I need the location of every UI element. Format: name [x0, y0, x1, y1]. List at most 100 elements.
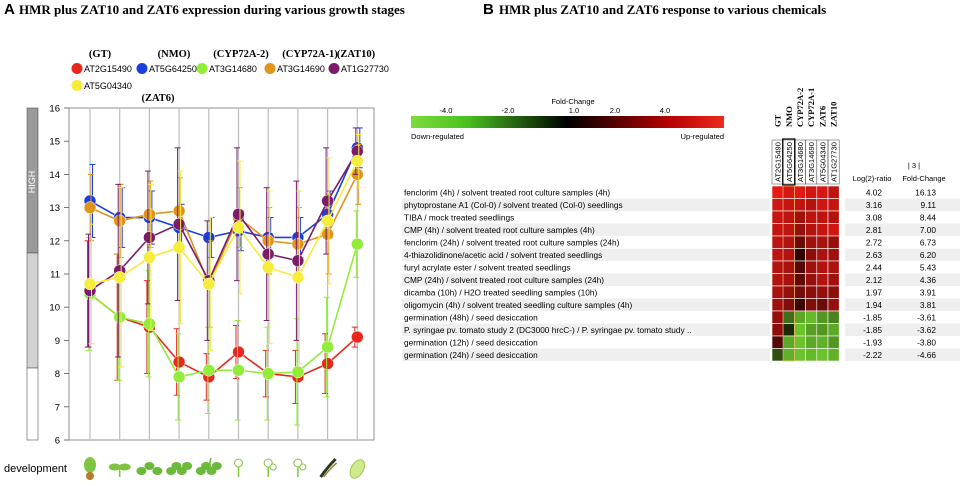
- data-point: [232, 345, 245, 359]
- heatmap-cell: [794, 348, 806, 362]
- heatmap-cell: [771, 335, 784, 349]
- fold-change-value: -3.62: [917, 325, 936, 335]
- legend-group-label: (ZAT6): [141, 93, 175, 104]
- legend-group-label: (CYP72A-1): [282, 49, 338, 60]
- data-point: [261, 367, 275, 380]
- legend-group-label: (GT): [89, 49, 112, 60]
- column-group-label: CYP72A-2: [795, 88, 805, 127]
- bud-icon: [234, 458, 243, 477]
- y-axis-ticks: 6 7 8 9 10 11 12 13 14 15 16: [49, 104, 69, 447]
- log-ratio-header: Log(2)-ratio: [853, 174, 892, 183]
- y-tick-label: 11: [50, 270, 60, 281]
- heatmap-cell: [794, 235, 806, 249]
- row-stripe: [845, 348, 960, 361]
- legend-group-label: (ZAT10): [337, 49, 376, 60]
- row-stripe: [845, 323, 960, 336]
- row-label: fenclorim (24h) / solvent treated root c…: [404, 238, 620, 248]
- heatmap-cell: [782, 198, 795, 212]
- column-gene-label: AT2G15490: [774, 142, 783, 182]
- fold-change-value: -4.66: [917, 350, 936, 360]
- heatmap-cell: [805, 198, 818, 212]
- legend-swatch: [71, 63, 83, 74]
- heatmap-cell: [771, 273, 784, 287]
- data-point: [291, 254, 305, 267]
- row-label: P. syringae pv. tomato study 2 (DC3000 h…: [404, 325, 692, 335]
- column-gene-label: AT3G14690: [807, 142, 816, 182]
- scale-tick-label: -2.0: [502, 106, 515, 115]
- heatmap-cell: [827, 285, 840, 299]
- data-point: [291, 271, 305, 284]
- data-point: [83, 201, 97, 214]
- y-tick-label: 8: [55, 369, 60, 380]
- heatmap-cell: [771, 198, 784, 212]
- data-point: [202, 364, 216, 377]
- scale-tick-label: 1.0: [569, 106, 579, 115]
- data-point: [143, 317, 156, 331]
- fold-change-value: 3.81: [920, 300, 937, 310]
- y-tick-label: 13: [49, 203, 60, 214]
- scale-right-label: Up-regulated: [681, 132, 724, 141]
- heatmap-cell: [782, 298, 795, 312]
- heatmap-cell: [782, 335, 795, 349]
- series-line: [89, 243, 359, 378]
- series-AT5G04340: [83, 134, 364, 368]
- silique-icon: [319, 457, 338, 478]
- heatmap-cell: [816, 348, 829, 362]
- row-label: CMP (24h) / solvent treated root culture…: [404, 275, 604, 285]
- heatmap-cell: [782, 223, 795, 237]
- data-point: [261, 247, 275, 261]
- fold-change-value: 7.00: [920, 225, 937, 235]
- data-point: [83, 277, 97, 291]
- heatmap-cell: [794, 273, 806, 287]
- data-point: [143, 231, 156, 244]
- row-label: germination (24h) / seed desiccation: [404, 350, 538, 360]
- data-point: [232, 221, 245, 234]
- row-stripe: [402, 348, 770, 361]
- heatmap-cell: [771, 285, 784, 299]
- heatmap-cell: [805, 335, 818, 349]
- log-ratio-value: 2.81: [866, 225, 883, 235]
- heatmap-row: germination (24h) / seed desiccation -2.2…: [402, 348, 960, 362]
- series-line: [89, 150, 358, 292]
- data-point: [232, 207, 245, 221]
- row-stripe: [402, 273, 770, 286]
- column-gene-label: AT5G04340: [818, 142, 827, 182]
- y-tick-label: 12: [49, 236, 60, 247]
- data-point: [351, 237, 364, 251]
- fold-change-value: 3.91: [920, 288, 937, 298]
- seedling-icon: [108, 463, 131, 477]
- series-layer: [83, 127, 364, 426]
- heatmap-row: CMP (24h) / solvent treated root culture…: [402, 273, 960, 287]
- legend-gene-label: AT5G04340: [84, 81, 132, 91]
- y-tick-label: 6: [55, 436, 60, 447]
- heatmap-cell: [827, 310, 840, 324]
- log-ratio-value: -1.85: [863, 325, 882, 335]
- legend-gene-label: AT5G64250: [149, 64, 197, 74]
- heatmap-cell: [816, 285, 829, 299]
- heatmap-row: oligomycin (4h) / solvent treated seedli…: [402, 298, 960, 312]
- legend-swatch: [264, 63, 276, 74]
- heatmap-cell: [794, 248, 806, 262]
- heatmap-cell: [794, 298, 806, 312]
- fold-change-value: 6.73: [920, 238, 937, 248]
- heatmap-row: CMP (4h) / solvent treated root culture …: [402, 223, 960, 237]
- heatmap-row: germination (12h) / seed desiccation -1.9…: [404, 335, 936, 349]
- column-gene-label: AT5G64250: [785, 142, 794, 182]
- row-stripe: [845, 248, 960, 261]
- heatmap-row: furyl acrylate ester / solvent treated s…: [404, 260, 936, 274]
- row-label: fenclorim (4h) / solvent treated root cu…: [404, 188, 610, 198]
- data-point: [291, 365, 305, 379]
- heatmap-cell: [794, 323, 806, 337]
- y-tick-label: 14: [49, 170, 60, 181]
- heatmap-row: TIBA / mock treated seedlings 3.08 8.44: [404, 210, 936, 224]
- data-point: [232, 364, 245, 377]
- panel-a-letter: A: [4, 1, 15, 18]
- rosette-small-icon: [136, 462, 163, 475]
- row-stripe: [845, 198, 960, 211]
- legend-gene-label: AT1G27730: [341, 64, 389, 74]
- column-header-box: [827, 139, 840, 185]
- heatmap-cell: [782, 323, 795, 337]
- log-ratio-value: 2.63: [866, 250, 883, 260]
- scale-tick-label: 4.0: [660, 106, 670, 115]
